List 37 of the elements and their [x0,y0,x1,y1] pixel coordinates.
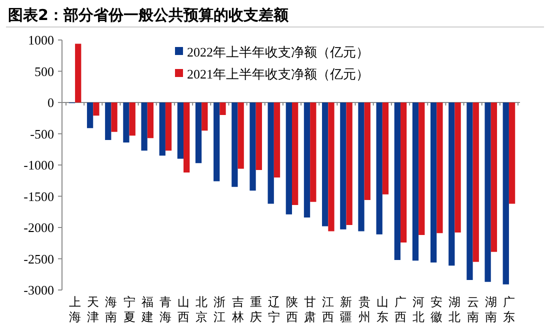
x-tick-label: 湖南 [484,295,497,324]
x-tick-label: 广东 [502,295,515,324]
legend-label: 2021年上半年收支净额（亿元） [187,66,369,82]
x-tick-label: 上海 [69,295,82,324]
x-tick-label: 浙江 [214,295,226,324]
x-tick-label: 湖北 [448,295,461,324]
y-tick-label: -3000 [24,282,54,298]
x-tick-label: 吉林 [230,295,244,324]
y-tick-label: -1500 [24,188,54,204]
y-tick-label: -2000 [24,220,54,236]
x-tick-label: 福建 [140,295,154,324]
x-tick-label: 甘肃 [304,295,316,324]
chart-title: 图表2：部分省份一般公共预算的收支差额 [8,6,290,24]
y-tick-label: -2500 [24,251,54,266]
x-tick-label: 江西 [322,295,334,324]
x-tick-label: 天津 [87,295,100,324]
x-tick-label: 辽宁 [268,295,280,324]
x-tick-label: 贵州 [358,295,370,324]
y-tick-label: -1000 [24,158,54,173]
x-tick-label: 青海 [159,295,172,324]
x-tick-label: 陕西 [286,295,298,324]
x-tick-label: 安徽 [430,295,443,324]
x-tick-label: 广西 [394,295,406,324]
x-tick-label: 重庆 [250,295,262,324]
x-tick-label: 山东 [376,295,388,324]
y-tick-label: 500 [34,64,54,79]
x-tick-label: 宁夏 [123,295,136,324]
y-tick-label: 0 [48,95,54,110]
y-tick-label: 1000 [28,32,54,48]
y-tick-label: -500 [30,126,54,142]
x-tick-label: 海南 [105,295,118,324]
x-tick-label: 云南 [466,295,479,324]
x-tick-label: 新疆 [340,295,352,324]
legend-label: 2022年上半年收支净额（亿元） [187,44,369,60]
x-tick-label: 北京 [196,295,208,324]
x-tick-label: 山西 [178,295,190,324]
x-tick-label: 河北 [412,295,425,324]
